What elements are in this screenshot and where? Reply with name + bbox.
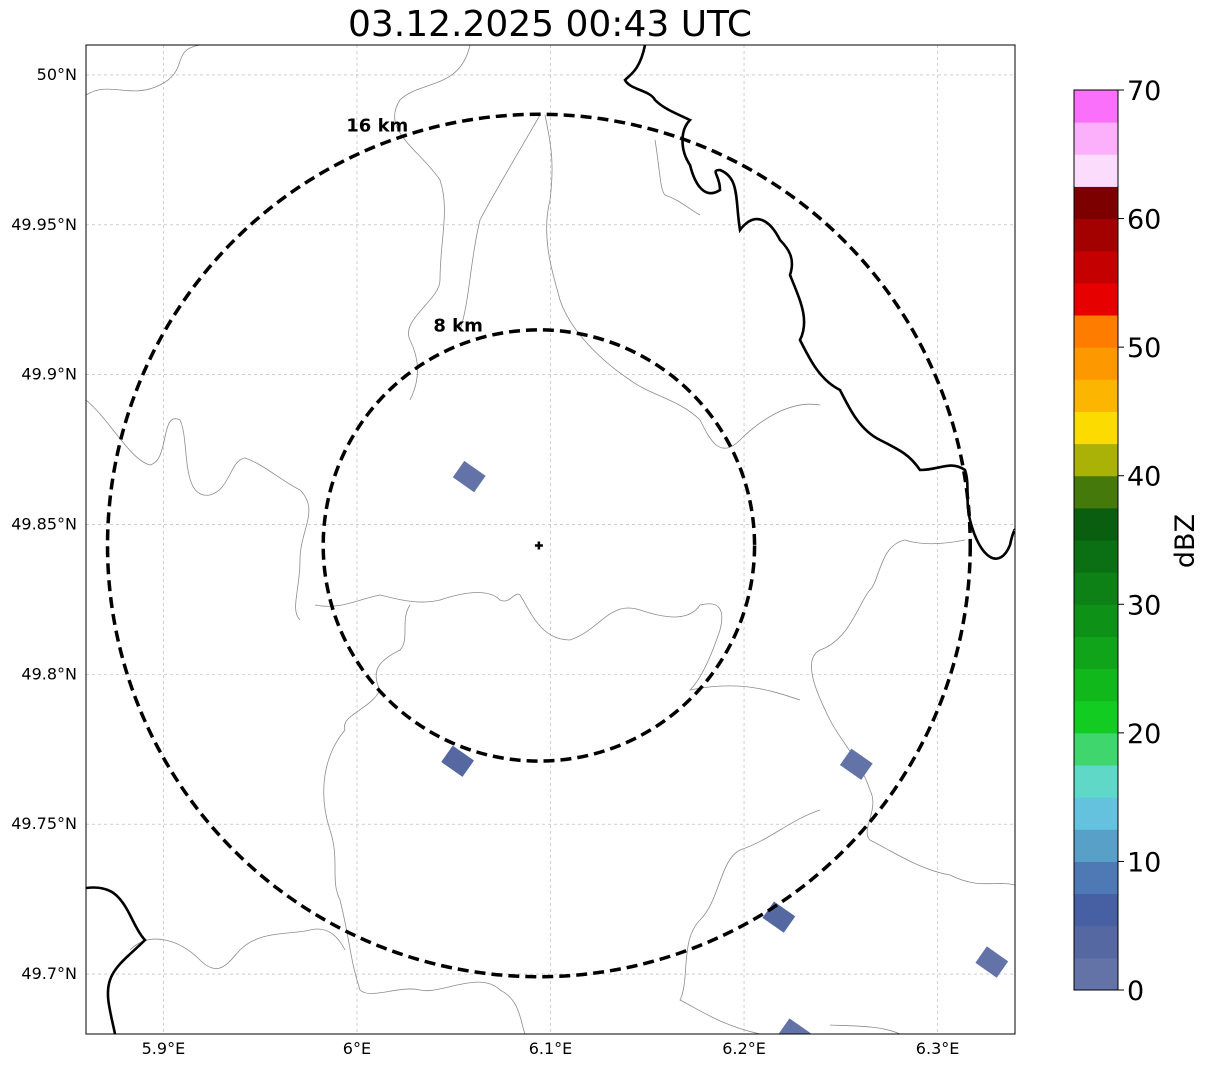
colorbar-tick-label: 50	[1127, 333, 1161, 364]
lat-tick-label: 49.75°N	[11, 814, 77, 833]
colorbar-segment	[1074, 732, 1118, 766]
reflectivity-cell	[441, 745, 474, 777]
lat-tick-label: 49.7°N	[21, 964, 77, 983]
precipitation-cells	[441, 460, 1009, 1034]
admin-border-line	[829, 1024, 901, 1034]
country-border-line	[86, 886, 147, 1034]
colorbar-segment	[1074, 797, 1118, 830]
latitude-tick-labels: 50°N 49.95°N 49.9°N 49.85°N 49.8°N 49.75°N 49.…	[11, 65, 77, 983]
lat-tick-label: 49.8°N	[21, 664, 77, 683]
admin-border-line	[654, 139, 701, 216]
colorbar-segment	[1074, 315, 1118, 348]
colorbar-tick-label: 60	[1127, 205, 1161, 236]
lat-tick-label: 49.95°N	[11, 215, 77, 234]
map-title: 03.12.2025 00:43 UTC	[347, 4, 753, 45]
range-ring	[321, 328, 757, 763]
colorbar-segment	[1074, 411, 1118, 445]
radar-center-marker	[534, 541, 543, 550]
colorbar-segment	[1074, 218, 1118, 252]
colorbar-tick-labels: 0 10 20 30 40 50 60 70	[1118, 76, 1161, 1007]
range-ring-label: 8 km	[433, 316, 483, 337]
reflectivity-cell	[777, 1018, 811, 1034]
colorbar-segment	[1074, 829, 1118, 862]
lon-tick-label: 6°E	[343, 1039, 371, 1058]
lat-tick-label: 49.9°N	[21, 365, 77, 384]
colorbar-segment	[1074, 122, 1118, 155]
lat-tick-label: 49.85°N	[11, 515, 77, 534]
colorbar-segment	[1074, 861, 1118, 895]
admin-border-line	[394, 45, 471, 401]
lon-tick-label: 6.2°E	[722, 1039, 766, 1058]
colorbar-segment	[1074, 765, 1118, 798]
lat-tick-label: 50°N	[37, 65, 77, 84]
colorbar-segment	[1074, 475, 1118, 509]
colorbar-segment	[1074, 540, 1118, 573]
lon-tick-label: 6.3°E	[916, 1039, 960, 1058]
admin-borders	[86, 45, 1015, 1034]
colorbar-segment	[1074, 154, 1118, 187]
admin-border-line	[129, 928, 346, 969]
admin-border-line	[811, 539, 1015, 886]
colorbar-segment	[1074, 572, 1118, 605]
colorbar-segment	[1074, 347, 1118, 380]
colorbar-segment	[1074, 925, 1118, 959]
reflectivity-cell	[975, 946, 1009, 978]
colorbar-segment	[1074, 443, 1118, 477]
range-rings: 8 km 16 km	[105, 112, 972, 979]
range-ring-label: 16 km	[346, 116, 408, 137]
lon-tick-label: 5.9°E	[142, 1039, 186, 1058]
colorbar-segment	[1074, 668, 1118, 702]
colorbar-segment	[1074, 700, 1118, 734]
lon-tick-label: 6.1°E	[529, 1039, 573, 1058]
colorbar-title: dBZ	[1170, 514, 1201, 568]
colorbar-tick-label: 10	[1127, 847, 1161, 878]
country-borders	[86, 45, 1015, 1034]
colorbar-tick-label: 20	[1127, 719, 1161, 750]
admin-border-line	[739, 403, 821, 441]
map-plot-area[interactable]: 8 km 16 km	[86, 45, 1015, 1050]
colorbar-tick-label: 70	[1127, 76, 1161, 107]
plot-frame	[85, 44, 1016, 1035]
colorbar-tick-label: 40	[1127, 462, 1161, 493]
colorbar-segment	[1074, 90, 1118, 123]
admin-border-line	[86, 45, 201, 96]
admin-border-line	[314, 592, 801, 701]
admin-border-line	[86, 399, 310, 621]
gridlines	[86, 45, 1015, 1034]
dbz-colorbar	[1073, 89, 1119, 991]
admin-border-line	[459, 114, 541, 331]
range-ring	[105, 112, 972, 979]
reflectivity-cell	[452, 460, 486, 493]
colorbar-tick-label: 30	[1127, 590, 1161, 621]
colorbar-segment	[1074, 250, 1118, 284]
colorbar-tick-label: 0	[1127, 976, 1144, 1007]
country-border-line	[623, 45, 1015, 560]
colorbar-segment	[1074, 957, 1118, 991]
colorbar-segment	[1074, 604, 1118, 637]
colorbar-segment	[1074, 186, 1118, 220]
colorbar-segment	[1074, 893, 1118, 927]
colorbar-segment	[1074, 379, 1118, 412]
longitude-tick-labels: 5.9°E 6°E 6.1°E 6.2°E 6.3°E	[142, 1039, 960, 1058]
colorbar-frame	[1073, 89, 1119, 991]
colorbar-segment	[1074, 507, 1118, 541]
reflectivity-cell	[839, 748, 873, 780]
admin-border-line	[679, 809, 821, 1034]
colorbar-segment	[1074, 282, 1118, 316]
colorbar-segment	[1074, 636, 1118, 670]
admin-border-line	[323, 604, 526, 1034]
admin-border-line	[544, 114, 741, 449]
